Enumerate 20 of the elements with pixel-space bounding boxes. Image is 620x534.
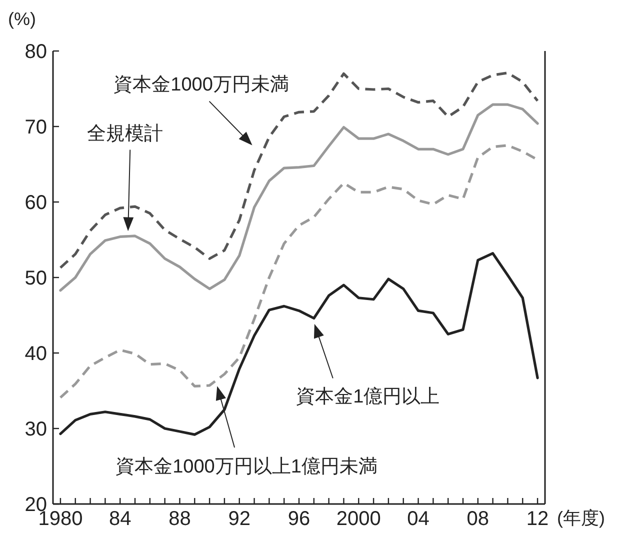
y-tick-label: 40: [24, 343, 47, 365]
y-axis-title: (%): [8, 9, 36, 29]
annotation: 資本金1000万円以上1億円未満: [116, 456, 378, 478]
y-tick-label: 30: [24, 418, 47, 440]
y-tick-label: 70: [24, 116, 47, 138]
x-tick-label: 96: [288, 508, 310, 530]
annotation: 全規模計: [87, 124, 164, 145]
annotation: 資本金1億円以上: [296, 386, 440, 408]
y-tick-label: 60: [24, 192, 47, 214]
x-tick-label: 88: [168, 508, 191, 530]
annotation: 資本金1000万円未満: [114, 74, 289, 96]
x-axis-title: (年度): [557, 508, 605, 528]
x-tick-label: 92: [228, 508, 250, 530]
x-tick-label: 12: [526, 508, 549, 530]
x-tick-label: 2000: [336, 508, 381, 530]
x-tick-label: 04: [407, 508, 430, 530]
x-tick-label: 84: [108, 508, 132, 530]
y-tick-label: 80: [24, 41, 47, 63]
y-tick-label: 50: [24, 268, 47, 290]
x-tick-label: 08: [466, 508, 490, 530]
